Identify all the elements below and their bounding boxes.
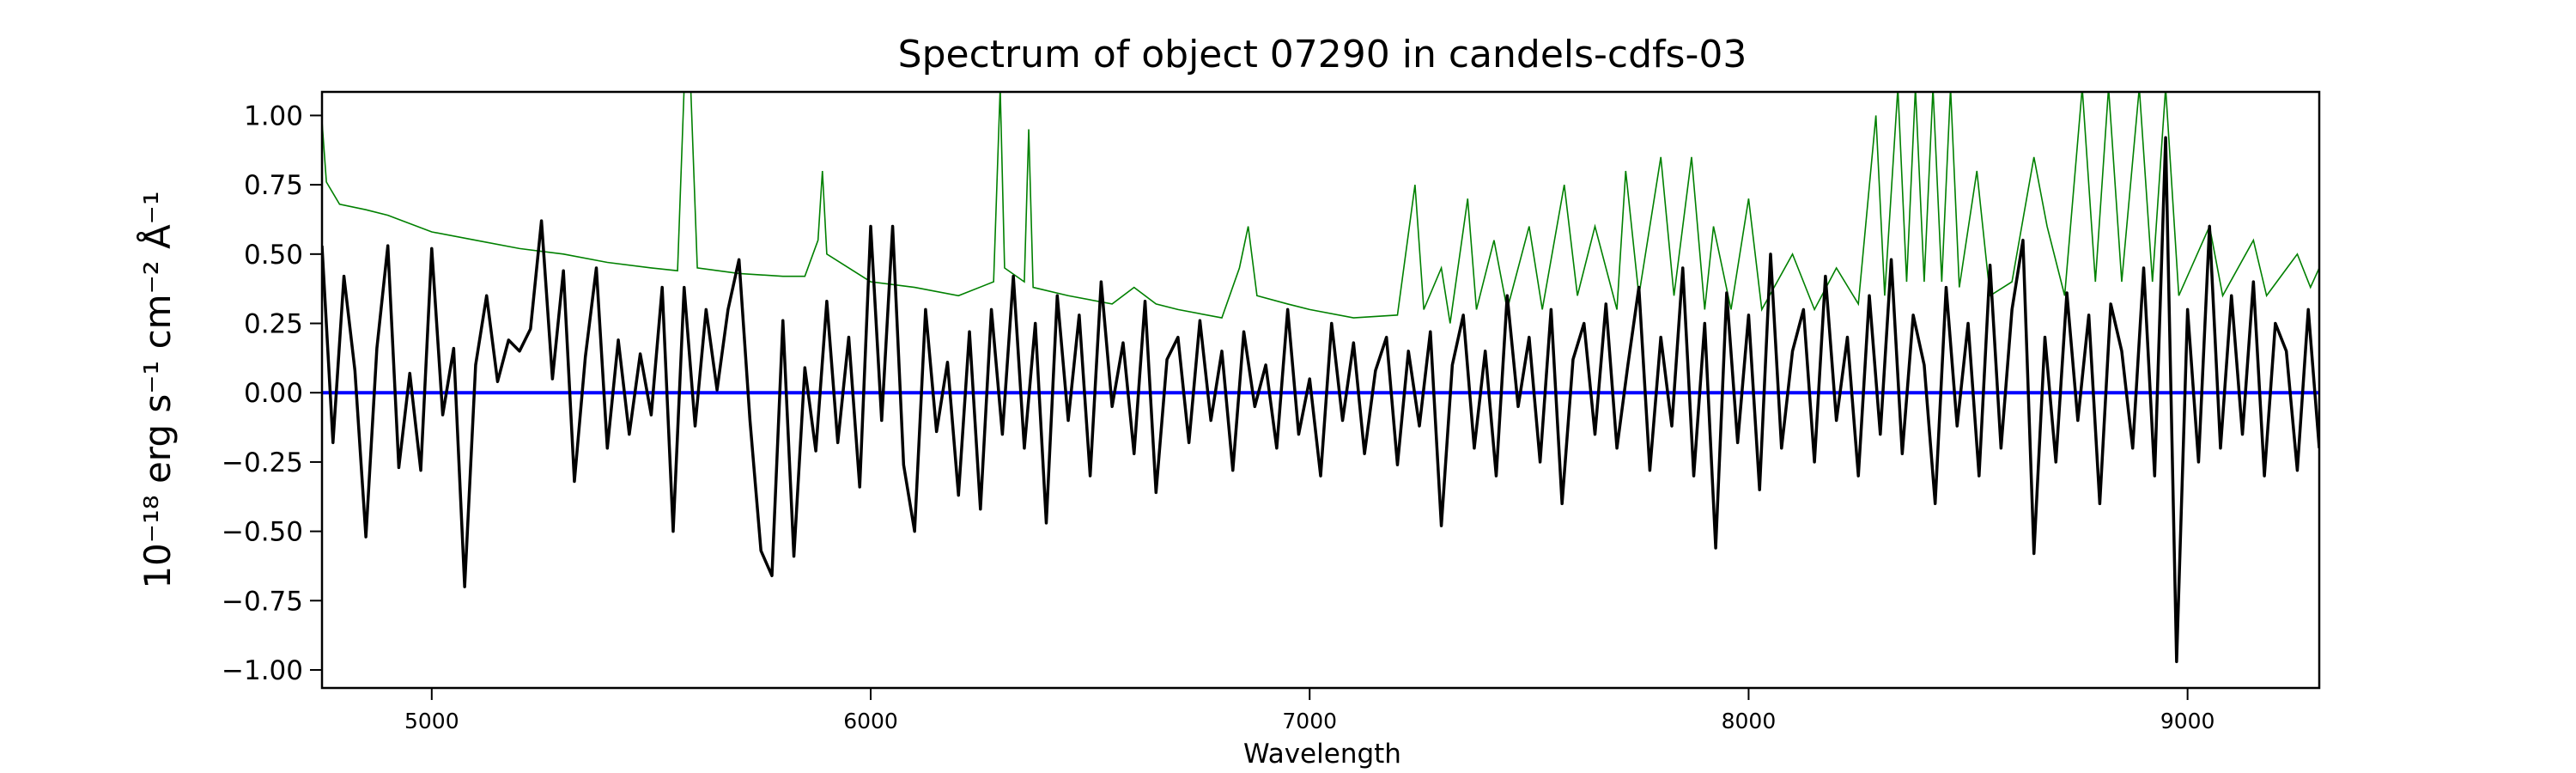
y-tick-label: 0.25 xyxy=(244,309,303,340)
x-tick-label: 9000 xyxy=(2160,709,2215,733)
y-axis-label: 10⁻¹⁸ erg s⁻¹ cm⁻² Å⁻¹ xyxy=(136,191,179,588)
flux-spectrum-line xyxy=(322,136,2319,664)
y-axis: 1.00 0.75 0.50 0.25 0.00 −0.25 −0.50 −0.75 −1.00 xyxy=(222,100,322,686)
x-tick-label: 7000 xyxy=(1282,709,1337,733)
y-tick-label: −0.50 xyxy=(222,517,303,548)
x-tick-label: 8000 xyxy=(1722,709,1777,733)
x-axis-label: Wavelength xyxy=(1243,739,1401,770)
plot-area xyxy=(322,92,2319,664)
y-tick-label: −0.75 xyxy=(222,586,303,617)
y-tick-label: 0.00 xyxy=(244,378,303,409)
axes-frame xyxy=(320,90,2321,690)
x-axis: 5000 6000 7000 8000 9000 xyxy=(404,688,2215,733)
error-spectrum-line xyxy=(322,92,2319,324)
chart-title: Spectrum of object 07290 in candels-cdfs… xyxy=(898,33,1747,76)
x-tick-label: 6000 xyxy=(843,709,898,733)
y-tick-label: −1.00 xyxy=(222,655,303,686)
y-tick-label: −0.25 xyxy=(222,447,303,478)
y-tick-label: 0.50 xyxy=(244,240,303,271)
x-tick-label: 5000 xyxy=(404,709,459,733)
y-tick-label: 0.75 xyxy=(244,170,303,201)
y-tick-label: 1.00 xyxy=(244,100,303,131)
